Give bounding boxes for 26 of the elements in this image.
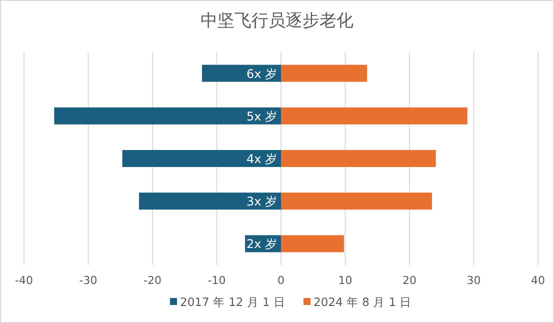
- legend-label: 2024 年 8 月 1 日: [314, 295, 412, 309]
- bar: [281, 192, 432, 210]
- x-tick-label: -30: [79, 274, 98, 287]
- y-tick-label: 6x 岁: [246, 66, 277, 81]
- y-tick-label: 4x 岁: [246, 152, 277, 166]
- bar: [202, 64, 281, 82]
- x-tick-label: 10: [338, 274, 352, 287]
- bar: [139, 192, 281, 210]
- chart-title: 中坚飞行员逐步老化: [200, 11, 354, 31]
- bar: [54, 107, 281, 124]
- y-tick-label: 3x 岁: [246, 194, 277, 209]
- y-tick-label: 5x 岁: [246, 109, 277, 124]
- bar: [122, 150, 281, 167]
- x-tick-label: 0: [278, 274, 284, 287]
- x-tick-label: -40: [15, 274, 33, 287]
- x-tick-label: 30: [466, 274, 481, 287]
- x-tick-label: -10: [208, 274, 226, 287]
- bar: [281, 150, 436, 167]
- bar: [281, 235, 344, 252]
- bar: [281, 64, 368, 82]
- legend-label: 2017 年 12 月 1 日: [180, 295, 286, 309]
- x-tick-label: 40: [531, 274, 545, 287]
- bar: [281, 107, 468, 124]
- y-tick-label: 2x 岁: [246, 237, 277, 252]
- x-tick-label: -20: [144, 274, 162, 287]
- x-tick-label: 20: [402, 274, 416, 287]
